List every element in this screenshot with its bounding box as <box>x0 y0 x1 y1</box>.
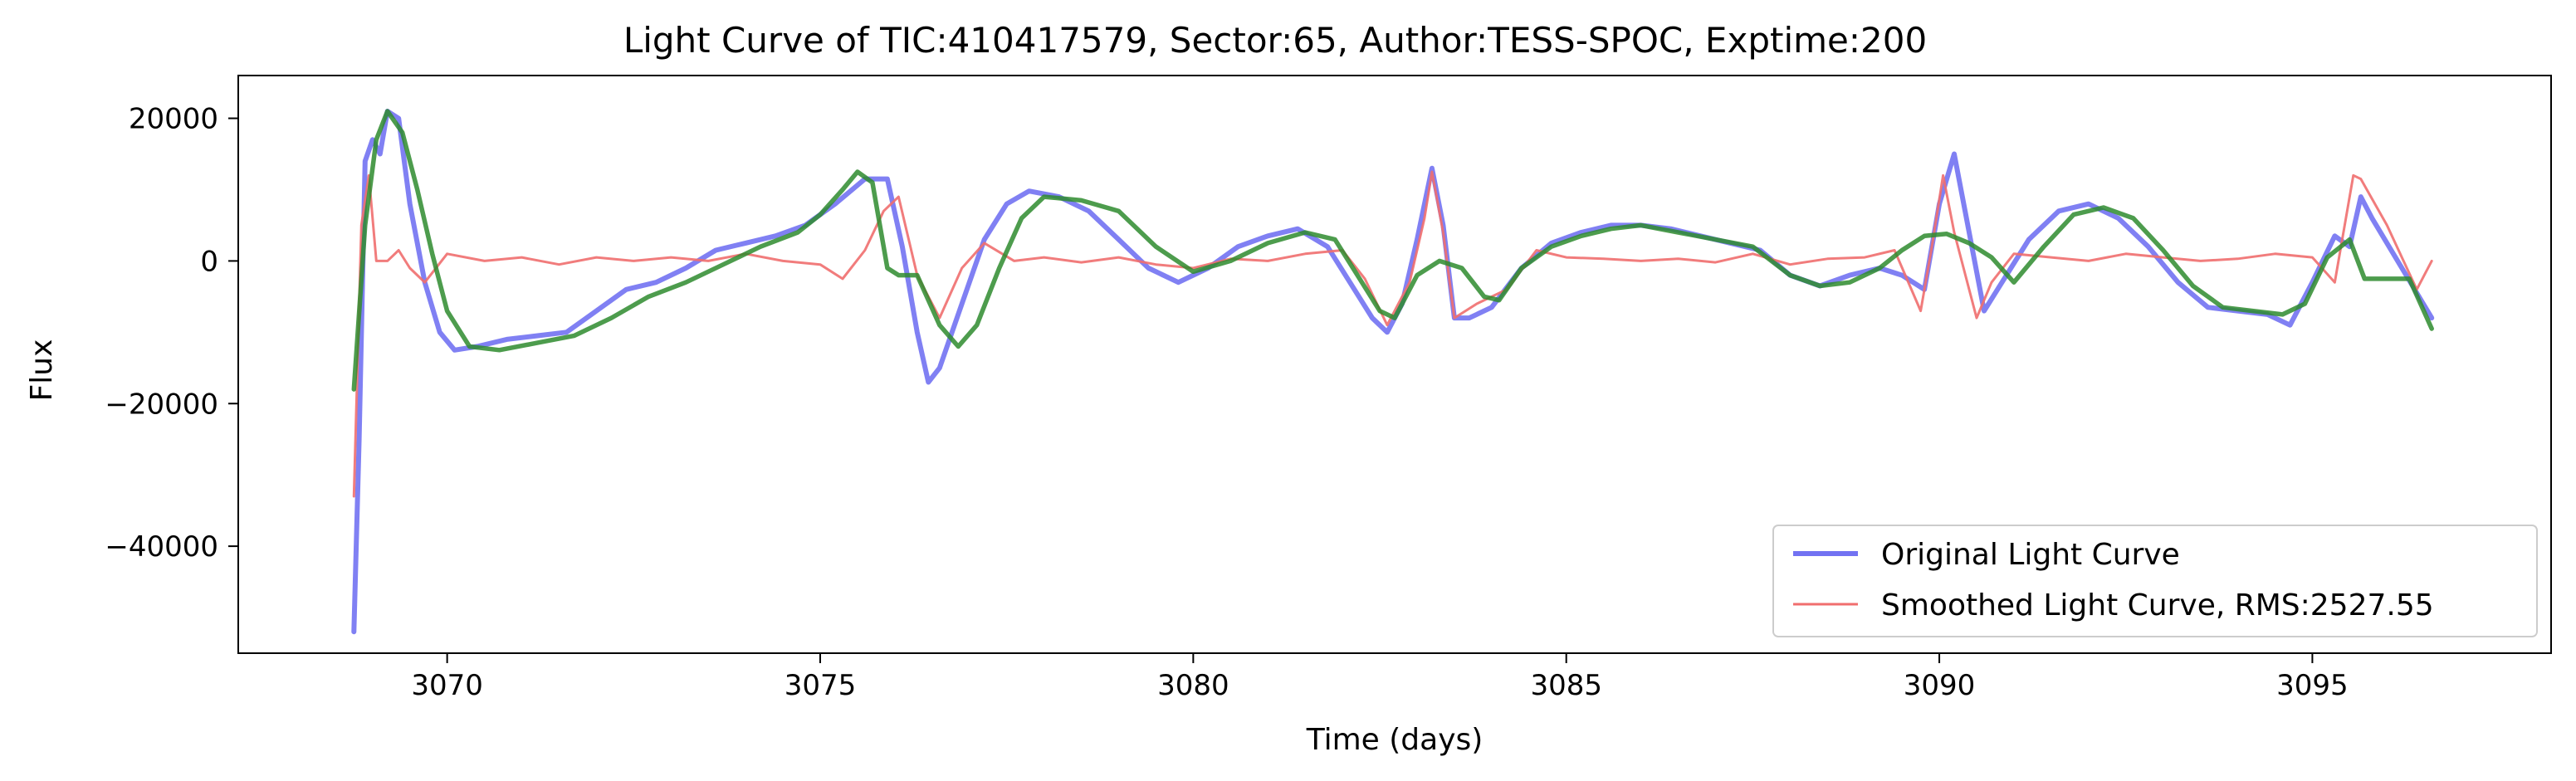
y-tick-label: 20000 <box>129 103 218 136</box>
y-tick-label: −20000 <box>105 388 218 421</box>
y-axis-ticks: −40000 −20000 0 20000 <box>105 103 238 564</box>
x-tick-label: 3095 <box>2276 669 2349 702</box>
series-line-0 <box>351 109 2435 635</box>
x-axis-label: Time (days) <box>1306 723 1484 757</box>
x-tick-label: 3085 <box>1530 669 1602 702</box>
legend-label-smoothed: Smoothed Light Curve, RMS:2527.55 <box>1881 588 2434 622</box>
chart-title: Light Curve of TIC:410417579, Sector:65,… <box>623 20 1927 61</box>
legend-label-original: Original Light Curve <box>1881 538 2180 572</box>
x-axis-ticks: 3070 3075 3080 3085 3090 3095 <box>411 653 2349 702</box>
x-tick-label: 3080 <box>1157 669 1229 702</box>
series-line-1 <box>352 170 2433 498</box>
x-tick-label: 3075 <box>785 669 857 702</box>
y-tick-label: −40000 <box>105 530 218 564</box>
y-axis-label: Flux <box>25 339 59 402</box>
y-tick-label: 0 <box>200 245 218 278</box>
x-tick-label: 3090 <box>1904 669 1976 702</box>
legend: Original Light Curve Smoothed Light Curv… <box>1772 525 2538 637</box>
legend-box <box>1772 525 2538 637</box>
x-tick-label: 3070 <box>411 669 483 702</box>
plot-frame <box>237 75 2552 654</box>
series-layer <box>351 109 2435 635</box>
series-line-2 <box>351 109 2434 392</box>
